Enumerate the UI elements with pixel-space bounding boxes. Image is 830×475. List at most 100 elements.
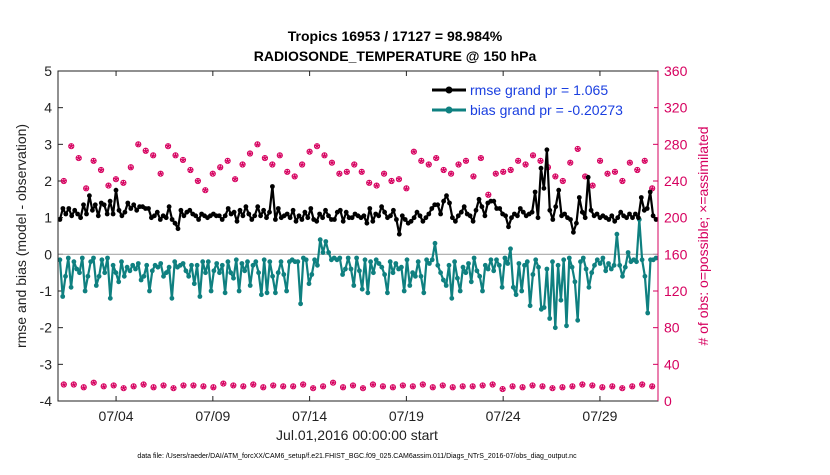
rmse-point <box>467 213 473 219</box>
bias-point <box>205 259 211 265</box>
obs-upper-assimilated-point: * <box>188 164 194 180</box>
rmse-point <box>240 213 246 219</box>
rmse-point <box>574 220 579 226</box>
obs-lower-assimilated-point: * <box>111 379 117 395</box>
obs-upper-possible-point <box>410 148 417 155</box>
bias-point <box>502 255 508 261</box>
obs-upper-possible-point <box>97 166 105 174</box>
bias-point <box>491 268 497 274</box>
obs-upper-assimilated-point: * <box>478 152 484 168</box>
rmse-point <box>473 207 479 213</box>
bias-point <box>99 257 105 263</box>
obs-upper-assimilated-point: * <box>538 155 544 171</box>
rmse-point <box>370 218 376 224</box>
bias-point <box>608 266 614 272</box>
obs-lower-possible-point <box>140 381 147 388</box>
rmse-point <box>535 215 541 221</box>
obs-upper-possible-point <box>626 159 633 166</box>
obs-upper-assimilated-point: * <box>240 159 246 175</box>
obs-upper-assimilated-point: * <box>270 159 276 175</box>
obs-upper-assimilated-point: * <box>69 140 75 156</box>
bias-point <box>298 301 303 307</box>
obs-upper-possible-point <box>522 161 529 168</box>
obs-lower-possible-point <box>529 382 536 389</box>
rmse-point <box>349 215 355 221</box>
obs-upper-possible-point <box>313 143 321 150</box>
rmse-point <box>606 217 612 222</box>
bias-point <box>194 262 200 268</box>
rmse-point <box>157 217 163 222</box>
obs-lower-possible-point <box>250 381 257 388</box>
obs-lower-possible-point <box>339 384 347 391</box>
y-tick-label-right: 80 <box>664 320 680 336</box>
obs-lower-assimilated-point: * <box>480 379 486 395</box>
rmse-point <box>110 211 116 217</box>
footnote: data file: /Users/raeder/DAI/ATM_forcXX/… <box>137 453 577 460</box>
rmse-point <box>491 198 497 204</box>
obs-lower-assimilated-point: * <box>630 380 636 396</box>
obs-upper-possible-point <box>142 147 149 154</box>
obs-upper-possible-point <box>150 152 157 159</box>
bias-point <box>510 284 516 290</box>
obs-lower-assimilated-point: * <box>280 380 286 396</box>
bias-point <box>236 288 242 294</box>
rmse-point <box>585 174 591 180</box>
rmse-point <box>131 202 137 208</box>
obs-upper-assimilated-point: * <box>121 177 127 193</box>
bias-point <box>592 262 597 268</box>
rmse-point <box>128 206 134 211</box>
obs-upper-assimilated-point: * <box>106 180 112 196</box>
obs-upper-possible-point <box>291 173 298 180</box>
obs-upper-assimilated-point: * <box>642 155 648 171</box>
bias-point <box>197 294 203 299</box>
rmse-point <box>101 202 107 208</box>
obs-lower-possible-point <box>569 383 576 390</box>
plot-frame <box>57 70 659 402</box>
rmse-point <box>323 207 328 213</box>
obs-lower-possible-point <box>200 383 207 390</box>
bias-point <box>583 266 589 272</box>
obs-lower-possible-point <box>469 383 476 390</box>
rmse-point <box>417 213 423 219</box>
obs-upper-assimilated-point: * <box>366 177 372 193</box>
rmse-point <box>87 193 92 199</box>
obs-lower-possible-point <box>60 381 67 388</box>
obs-lower-assimilated-point: * <box>570 380 576 396</box>
bias-point <box>250 262 256 268</box>
bias-point <box>449 295 455 301</box>
bias-point <box>530 272 536 277</box>
rmse-point <box>529 209 535 215</box>
obs-lower-possible-point <box>629 383 636 390</box>
bias-point <box>186 273 192 279</box>
obs-lower-assimilated-point: * <box>211 381 217 397</box>
bias-point <box>575 317 581 323</box>
obs-lower-assimilated-point: * <box>560 381 566 397</box>
obs-upper-assimilated-point: * <box>568 157 574 173</box>
bias-point <box>522 262 527 268</box>
rmse-point <box>615 215 621 221</box>
obs-lower-assimilated-point: * <box>121 382 127 398</box>
bias-point <box>208 288 214 294</box>
legend-rmse-label: rmse grand pr = 1.065 <box>470 82 608 98</box>
obs-upper-assimilated-point: * <box>173 149 179 165</box>
rmse-point <box>134 207 140 213</box>
bias-point <box>474 268 480 274</box>
obs-lower-possible-point <box>310 385 317 392</box>
rmse-point <box>66 206 72 211</box>
obs-upper-possible-point <box>187 166 194 174</box>
rmse-point <box>576 195 582 200</box>
bias-point <box>219 262 225 268</box>
obs-upper-assimilated-point: * <box>128 161 134 177</box>
rmse-point <box>264 215 269 221</box>
rmse-point <box>308 206 314 211</box>
rmse-point <box>60 206 66 211</box>
legend-rmse-marker <box>445 86 453 94</box>
rmse-point <box>320 215 325 221</box>
obs-lower-assimilated-point: * <box>340 381 346 397</box>
y-tick-label-right: 280 <box>664 136 688 152</box>
obs-upper-possible-point <box>373 182 380 189</box>
obs-lower-possible-point <box>150 384 157 391</box>
rmse-point <box>594 211 600 217</box>
rmse-point <box>84 211 89 217</box>
